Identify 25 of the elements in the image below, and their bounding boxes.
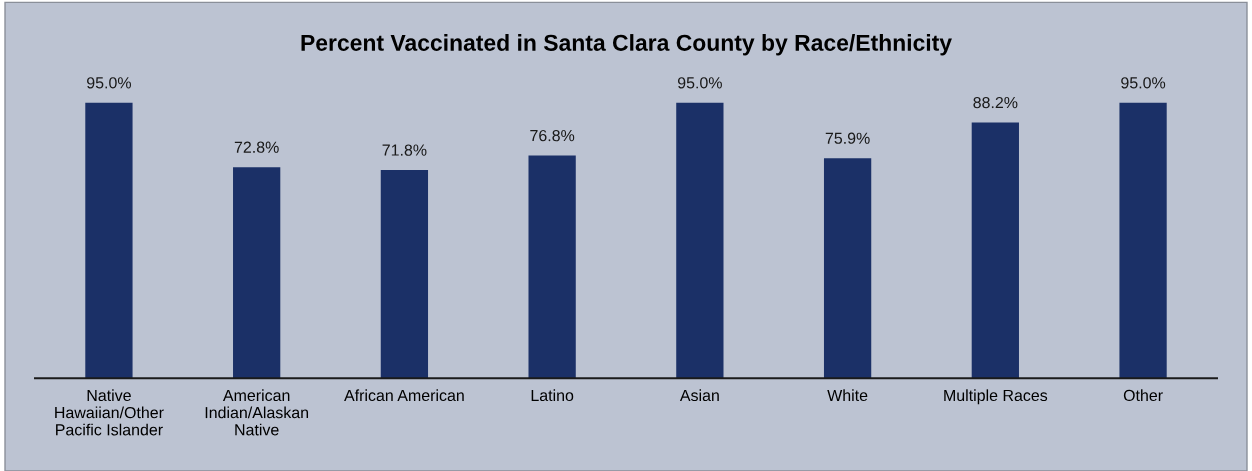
data-label: 76.8%	[530, 129, 575, 142]
x-tick-label: American Indian/Alaskan Native	[205, 389, 309, 436]
bar	[528, 155, 576, 379]
x-tick-label: Native Hawaiian/Other Pacific Islander	[55, 389, 164, 436]
data-label: 75.9%	[825, 132, 870, 144]
data-label: 95.0%	[87, 77, 131, 89]
x-tick-label: Asian	[679, 389, 719, 402]
bar	[823, 158, 872, 379]
data-label: 72.8%	[234, 141, 279, 153]
data-label: 95.0%	[1121, 77, 1166, 89]
data-label: 88.2%	[973, 96, 1018, 109]
x-tick-label: Other	[1123, 389, 1163, 402]
x-tick-label: Multiple Races	[944, 389, 1048, 405]
x-tick-label: Latino	[531, 389, 574, 402]
chart-title: Percent Vaccinated in Santa Clara County by Race/Ethnicity	[301, 34, 952, 56]
data-label: 95.0%	[677, 77, 722, 89]
data-label: 71.8%	[382, 144, 427, 156]
bar	[380, 170, 429, 379]
x-tick-label: White	[827, 389, 868, 402]
bar	[1119, 102, 1167, 379]
bar	[85, 102, 133, 379]
x-tick-label: African American	[344, 389, 464, 402]
bar	[233, 167, 281, 379]
bar	[676, 102, 724, 379]
bar	[971, 122, 1019, 379]
